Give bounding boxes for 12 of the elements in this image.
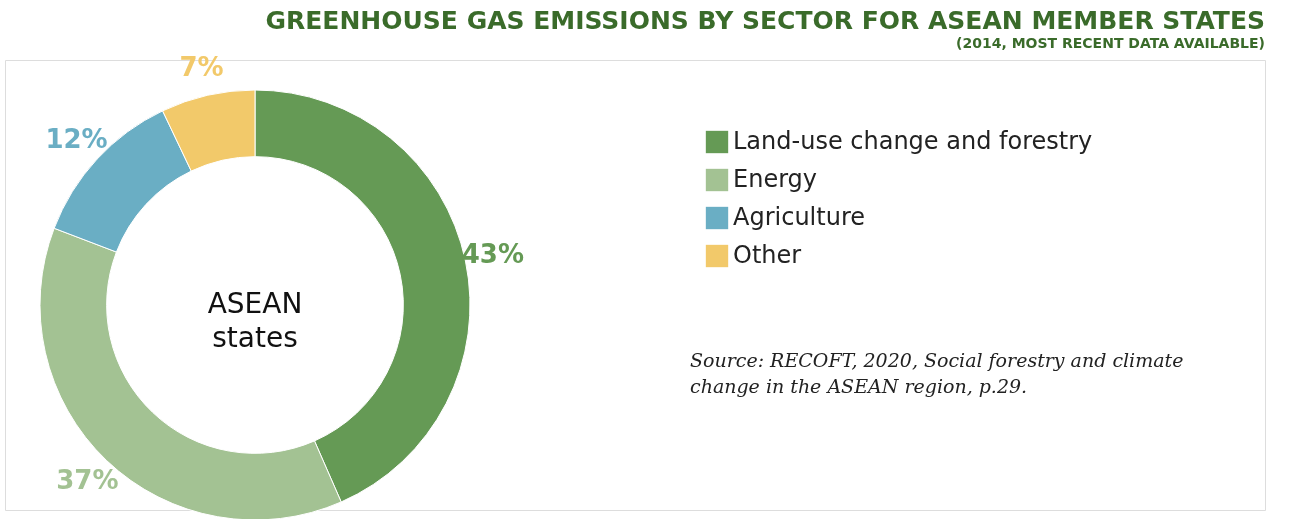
data-label: 12% (45, 124, 108, 155)
legend-label: Land-use change and forestry (733, 127, 1093, 155)
chart-title: GREENHOUSE GAS EMISSIONS BY SECTOR FOR ASEAN MEMBER STATES (265, 5, 1265, 35)
legend-label: Agriculture (733, 203, 865, 231)
text: ASEAN states (207, 287, 303, 354)
data-label: 37% (56, 464, 119, 495)
data-label: 7% (179, 51, 224, 82)
source-note: Source: RECOFT, 2020, Social forestry and climate change in the ASEAN region, p.29. (690, 349, 1184, 397)
legend-label: Energy (733, 165, 818, 193)
chart-subtitle: (2014, MOST RECENT DATA AVAILABLE) (956, 34, 1265, 51)
data-label: 43% (461, 239, 524, 270)
legend-label: Other (733, 241, 802, 269)
